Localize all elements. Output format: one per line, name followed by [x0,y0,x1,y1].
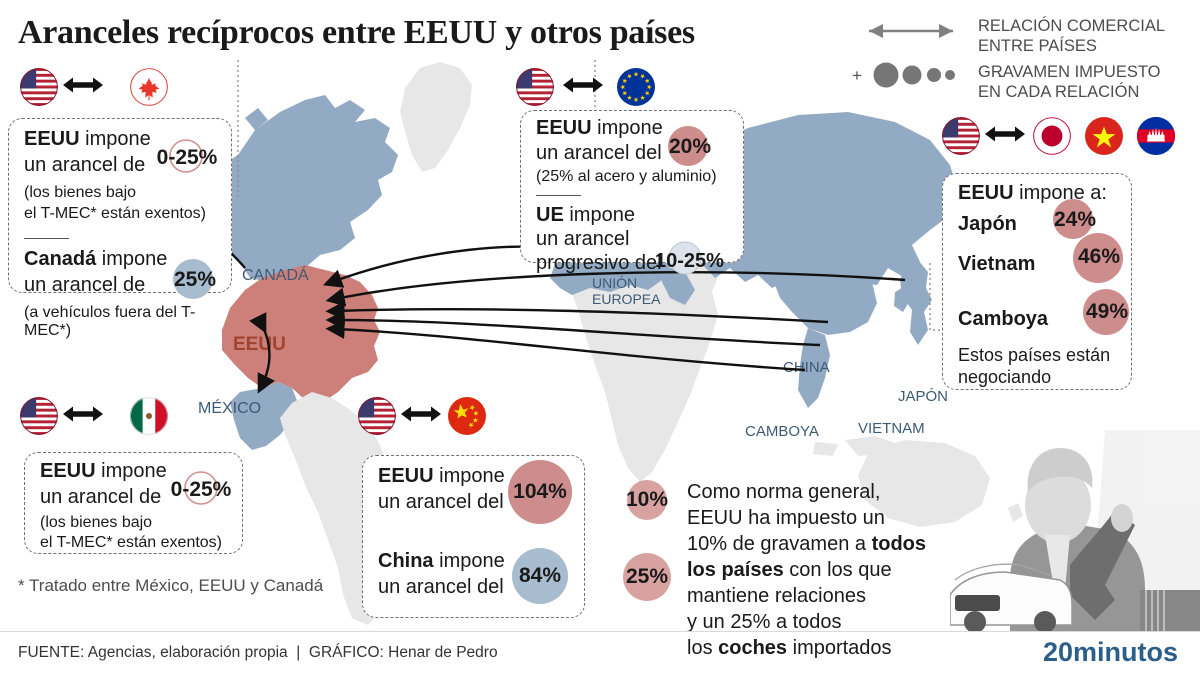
svg-text:UNIÓN: UNIÓN [592,275,637,291]
svg-text:VIETNAM: VIETNAM [858,420,925,437]
svg-text:EEUU: EEUU [233,334,286,355]
svg-text:CAMBOYA: CAMBOYA [745,423,819,440]
svg-text:EUROPEA: EUROPEA [592,291,661,307]
svg-text:MÉXICO: MÉXICO [198,398,261,417]
svg-text:CANADÁ: CANADÁ [242,265,309,284]
svg-text:CHINA: CHINA [783,359,830,376]
svg-text:JAPÓN: JAPÓN [898,388,948,405]
